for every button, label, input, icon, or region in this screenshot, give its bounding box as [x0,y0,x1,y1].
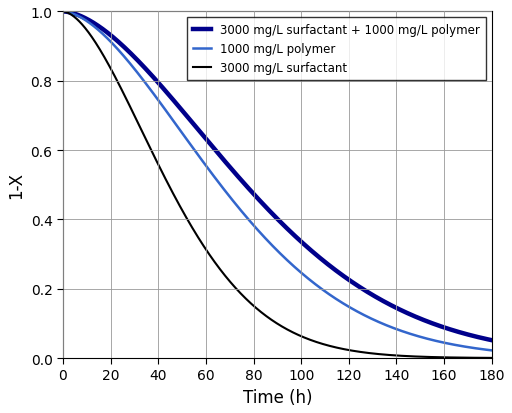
3000 mg/L surfactant [257,309,263,314]
1000 mg/L polymer [397,328,403,333]
1000 mg/L polymer [489,348,495,353]
1000 mg/L polymer [268,242,274,247]
3000 mg/L surfactant [397,354,403,358]
3000 mg/L surfactant + 1000 mg/L polymer [257,199,263,204]
Line: 1000 mg/L polymer: 1000 mg/L polymer [63,12,492,351]
3000 mg/L surfactant [60,10,66,15]
Line: 3000 mg/L surfactant: 3000 mg/L surfactant [63,12,492,358]
3000 mg/L surfactant [476,356,482,361]
1000 mg/L polymer [60,10,66,15]
3000 mg/L surfactant + 1000 mg/L polymer [82,17,88,21]
3000 mg/L surfactant + 1000 mg/L polymer [268,211,274,216]
3000 mg/L surfactant + 1000 mg/L polymer [60,10,66,15]
Legend: 3000 mg/L surfactant + 1000 mg/L polymer, 1000 mg/L polymer, 3000 mg/L surfactan: 3000 mg/L surfactant + 1000 mg/L polymer… [187,18,486,81]
X-axis label: Time (h): Time (h) [243,388,312,406]
1000 mg/L polymer [476,347,482,351]
3000 mg/L surfactant [268,318,274,323]
3000 mg/L surfactant + 1000 mg/L polymer [489,338,495,343]
Y-axis label: 1-X: 1-X [7,172,25,199]
3000 mg/L surfactant + 1000 mg/L polymer [397,308,403,313]
1000 mg/L polymer [82,18,88,23]
3000 mg/L surfactant [489,356,495,361]
1000 mg/L polymer [476,347,482,351]
1000 mg/L polymer [257,230,263,235]
3000 mg/L surfactant + 1000 mg/L polymer [476,335,482,340]
3000 mg/L surfactant + 1000 mg/L polymer [476,335,482,340]
3000 mg/L surfactant [476,356,482,361]
3000 mg/L surfactant [82,26,88,31]
Line: 3000 mg/L surfactant + 1000 mg/L polymer: 3000 mg/L surfactant + 1000 mg/L polymer [63,12,492,340]
